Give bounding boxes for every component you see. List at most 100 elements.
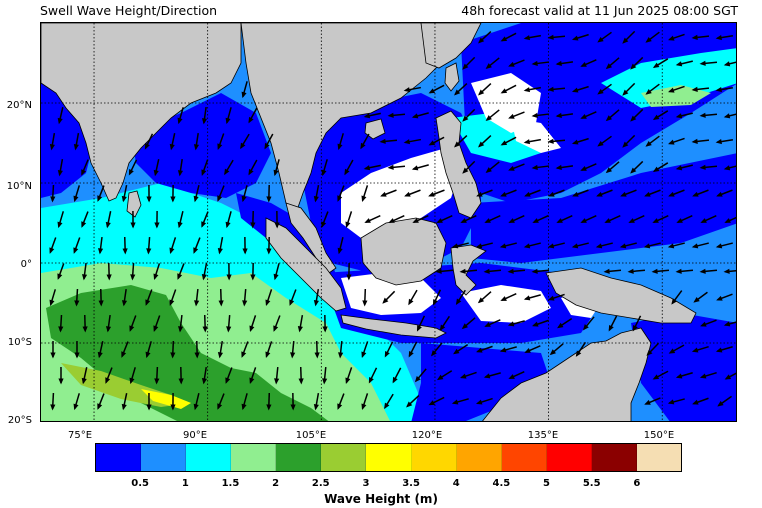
swell-arrow [571, 33, 589, 41]
swell-arrow [555, 60, 574, 67]
colorbar-swatch [411, 444, 457, 471]
swell-arrow [217, 185, 225, 202]
swell-arrow [597, 31, 612, 43]
swell-arrow [146, 236, 152, 255]
swell-arrow [201, 211, 209, 228]
swell-arrow [455, 289, 466, 306]
swell-arrow [50, 184, 56, 203]
swell-arrow [477, 291, 492, 304]
java-landmass [340, 314, 447, 339]
colorbar-swatch [591, 444, 637, 471]
swell-arrow [49, 132, 56, 151]
swell-arrow [644, 189, 661, 197]
map-canvas [41, 23, 736, 421]
colorbar-tick-label: 4.5 [492, 478, 511, 489]
swell-arrow [265, 341, 273, 358]
swell-arrow [217, 236, 224, 255]
swell-arrow [555, 164, 574, 171]
swell-arrow [531, 268, 550, 274]
swell-arrow [265, 289, 273, 307]
swell-arrow [337, 133, 344, 151]
swell-arrow [652, 162, 669, 172]
swell-arrow [692, 189, 709, 197]
swell-arrow [532, 215, 549, 223]
swell-arrow [580, 111, 597, 119]
colorbar-tick-label: 2 [272, 478, 280, 489]
swell-arrow [667, 398, 685, 405]
colorbar-tick-label: 1 [181, 478, 189, 489]
swell-arrow [436, 370, 453, 381]
swell-arrow [170, 184, 176, 203]
swell-arrow [523, 34, 542, 41]
swell-arrow [290, 392, 296, 411]
swell-arrow [121, 393, 128, 411]
swell-arrow [715, 346, 733, 353]
swell-arrow [668, 33, 685, 41]
swell-arrow [169, 133, 176, 151]
swell-arrow [266, 184, 272, 203]
swell-arrow [97, 236, 104, 255]
swell-arrow [57, 263, 65, 280]
swell-arrow [97, 341, 104, 359]
swell-arrow [121, 341, 129, 358]
swell-arrow [266, 392, 272, 411]
swell-arrow [74, 288, 80, 307]
swell-arrow [608, 315, 618, 332]
swell-arrow [412, 215, 429, 223]
swell-arrow [500, 189, 517, 197]
swell-arrow [595, 242, 613, 249]
swell-arrow [605, 57, 620, 70]
coral-sea-blue-zone [631, 313, 736, 421]
swell-arrow [380, 189, 397, 197]
banda-sea-calm-zone [461, 285, 551, 323]
swell-arrow [580, 163, 597, 171]
swell-arrow [129, 367, 136, 385]
swell-arrow [459, 268, 478, 274]
colorbar-tick-label: 3.5 [402, 478, 420, 489]
swell-arrow [363, 164, 381, 171]
western-pacific-blue-zone [471, 153, 736, 263]
swell-arrow [524, 345, 541, 353]
swell-arrow [630, 56, 644, 70]
swell-arrow [451, 242, 469, 249]
swell-arrow [643, 242, 661, 249]
swell-arrow [436, 215, 453, 223]
lat-label-20s: 20°S [7, 415, 32, 426]
swell-arrow [74, 340, 80, 359]
swell-arrow [105, 367, 113, 384]
colorbar-swatch [141, 444, 187, 471]
swell-arrow [428, 396, 445, 406]
lon-label-75e: 75°E [67, 430, 93, 441]
swell-arrow [508, 163, 525, 171]
swell-arrow [177, 263, 185, 280]
swell-arrow [145, 341, 152, 359]
colorbar-tick-label: 5 [543, 478, 551, 489]
swell-arrow [388, 215, 405, 223]
swell-arrow [461, 317, 476, 330]
swell-arrow [73, 237, 81, 254]
swell-arrow [240, 133, 250, 150]
swell-arrow [632, 315, 642, 332]
swell-arrow [384, 393, 394, 410]
swell-arrow [478, 135, 492, 148]
swell-arrow [556, 215, 573, 223]
swell-arrow [241, 393, 248, 411]
swell-arrow [128, 159, 138, 176]
swell-arrow [404, 189, 421, 197]
mainland-china-east-landmass [420, 23, 482, 69]
colorbar-tick-label: 2.5 [311, 478, 330, 489]
swell-arrow [224, 159, 234, 176]
swell-arrow [507, 268, 526, 274]
swell-arrow [555, 112, 574, 119]
swell-arrow [121, 185, 128, 203]
swell-arrow [193, 237, 201, 254]
swell-arrow [500, 136, 517, 146]
lat-label-0: 0° [20, 259, 32, 270]
swell-arrow [98, 288, 104, 307]
swell-arrow [289, 289, 297, 306]
swell-arrow [414, 368, 427, 383]
swell-arrow [693, 291, 708, 303]
swell-arrow [699, 112, 718, 118]
swell-arrow [360, 133, 370, 150]
swell-arrow [226, 314, 232, 333]
